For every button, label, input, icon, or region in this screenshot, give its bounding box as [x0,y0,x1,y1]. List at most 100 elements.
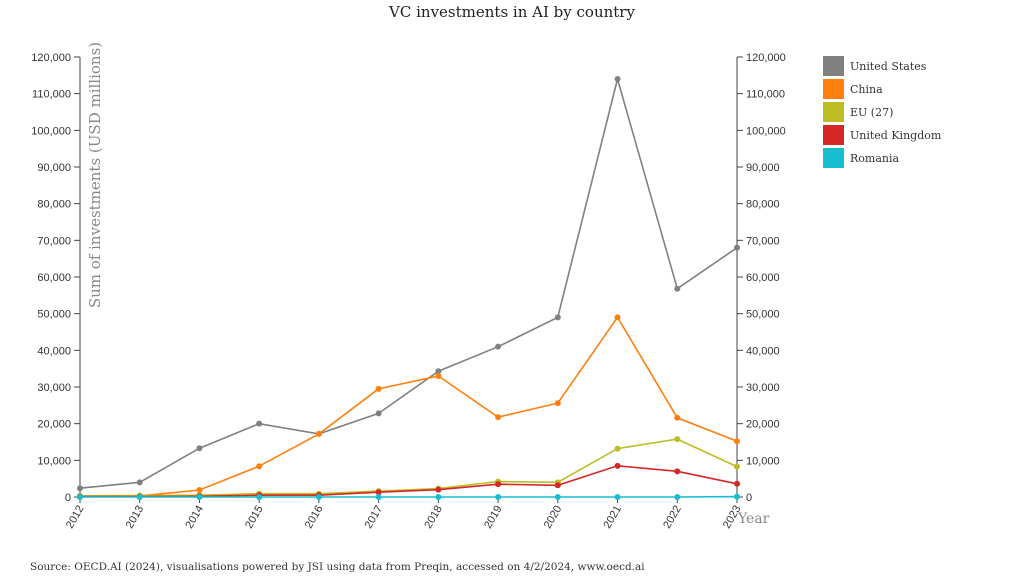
data-point [375,410,382,417]
data-point [614,462,621,469]
y-tick-label-right: 40,000 [746,345,780,357]
data-point [315,494,322,500]
data-point [674,494,681,500]
y-tick-label-right: 10,000 [746,455,780,467]
data-point [256,463,263,470]
y-tick-label-left: 30,000 [37,382,71,394]
y-tick-label-left: 10,000 [37,455,71,467]
data-point [734,463,740,470]
x-tick-label: 2012 [64,504,87,531]
y-tick-label-left: 80,000 [37,199,71,211]
data-point [554,314,561,321]
y-tick-label-left: 110,000 [32,89,71,101]
data-point [375,385,382,392]
legend-label: United Kingdom [850,129,942,142]
data-point [375,494,382,500]
legend-swatch [823,56,844,76]
y-tick-label-left: 120,000 [31,52,71,64]
x-tick-label: 2015 [243,504,266,531]
y-tick-label-left: 40,000 [37,345,71,357]
x-tick-label: 2019 [482,504,505,531]
x-tick-label: 2016 [303,504,326,531]
x-tick-label: 2018 [422,504,445,531]
y-tick-label-right: 100,000 [746,125,786,137]
y-tick-label-right: 70,000 [746,235,780,247]
y-tick-label-right: 60,000 [746,272,780,284]
y-tick-label-left: 50,000 [37,309,71,321]
legend-swatch [823,125,844,145]
x-tick-label: 2022 [661,504,684,531]
axes: 0 0 10,000 10,000 20,000 20,000 30,000 30,000 40… [31,52,786,531]
data-point [614,445,621,452]
data-point [136,479,143,486]
x-tick-label: 2014 [183,504,206,531]
data-point [375,489,382,496]
y-axis-title: Sum of investments (USD millions) [86,42,104,308]
data-point [554,400,561,407]
data-point [614,314,621,321]
data-point [554,494,561,500]
y-tick-label-right: 20,000 [746,419,780,431]
data-point [196,445,203,452]
data-point [674,414,681,421]
legend-swatch [823,148,844,168]
legend-label: China [850,83,883,96]
data-point [77,494,83,500]
legend-label: EU (27) [850,106,893,119]
data-point [315,430,322,437]
data-point [674,285,681,292]
legend-label: Romania [850,152,899,165]
y-tick-label-right: 90,000 [746,162,780,174]
data-point [734,438,740,445]
y-tick-label-right: 30,000 [746,382,780,394]
chart-title: VC investments in AI by country [388,3,635,21]
data-point [614,494,621,500]
y-tick-label-left: 60,000 [37,272,71,284]
x-axis-title: Year [737,511,770,527]
y-tick-label-right: 0 [746,492,752,504]
data-point [77,485,83,492]
y-tick-label-right: 120,000 [746,52,786,64]
x-tick-label: 2021 [602,504,625,531]
data-point [256,494,263,500]
x-tick-label: 2020 [542,504,565,531]
source-note: Source: OECD.AI (2024), visualisations p… [30,561,645,573]
y-tick-label-left: 70,000 [37,235,71,247]
data-point [674,436,681,443]
y-tick-label-right: 110,000 [746,89,785,101]
legend: United States China EU (27) United Kingdom R… [823,56,942,168]
legend-swatch [823,102,844,122]
data-point [495,481,502,488]
data-point [614,76,621,82]
data-point [256,420,263,427]
data-point [674,468,681,475]
data-point [435,494,442,500]
y-tick-label-left: 90,000 [37,162,71,174]
data-point [196,494,203,500]
data-point [554,482,561,489]
y-tick-label-right: 50,000 [746,309,780,321]
data-point [734,493,740,500]
x-tick-label: 2013 [124,504,147,531]
data-point [136,494,143,500]
series-line [79,75,738,489]
data-point [495,494,502,500]
y-tick-label-left: 20,000 [37,419,71,431]
data-point [495,343,502,350]
x-tick-label: 2017 [363,504,386,531]
y-tick-label-left: 100,000 [31,125,71,137]
series-lines [77,75,740,500]
legend-label: United States [850,60,927,73]
y-tick-label-left: 0 [65,492,71,504]
data-point [734,480,740,487]
data-point [495,414,502,421]
data-point [435,486,442,493]
series-line [79,315,738,498]
legend-swatch [823,79,844,99]
data-point [734,244,740,251]
data-point [435,373,442,379]
data-point [196,487,203,494]
y-tick-label-right: 80,000 [746,199,780,211]
data-point [435,368,442,375]
